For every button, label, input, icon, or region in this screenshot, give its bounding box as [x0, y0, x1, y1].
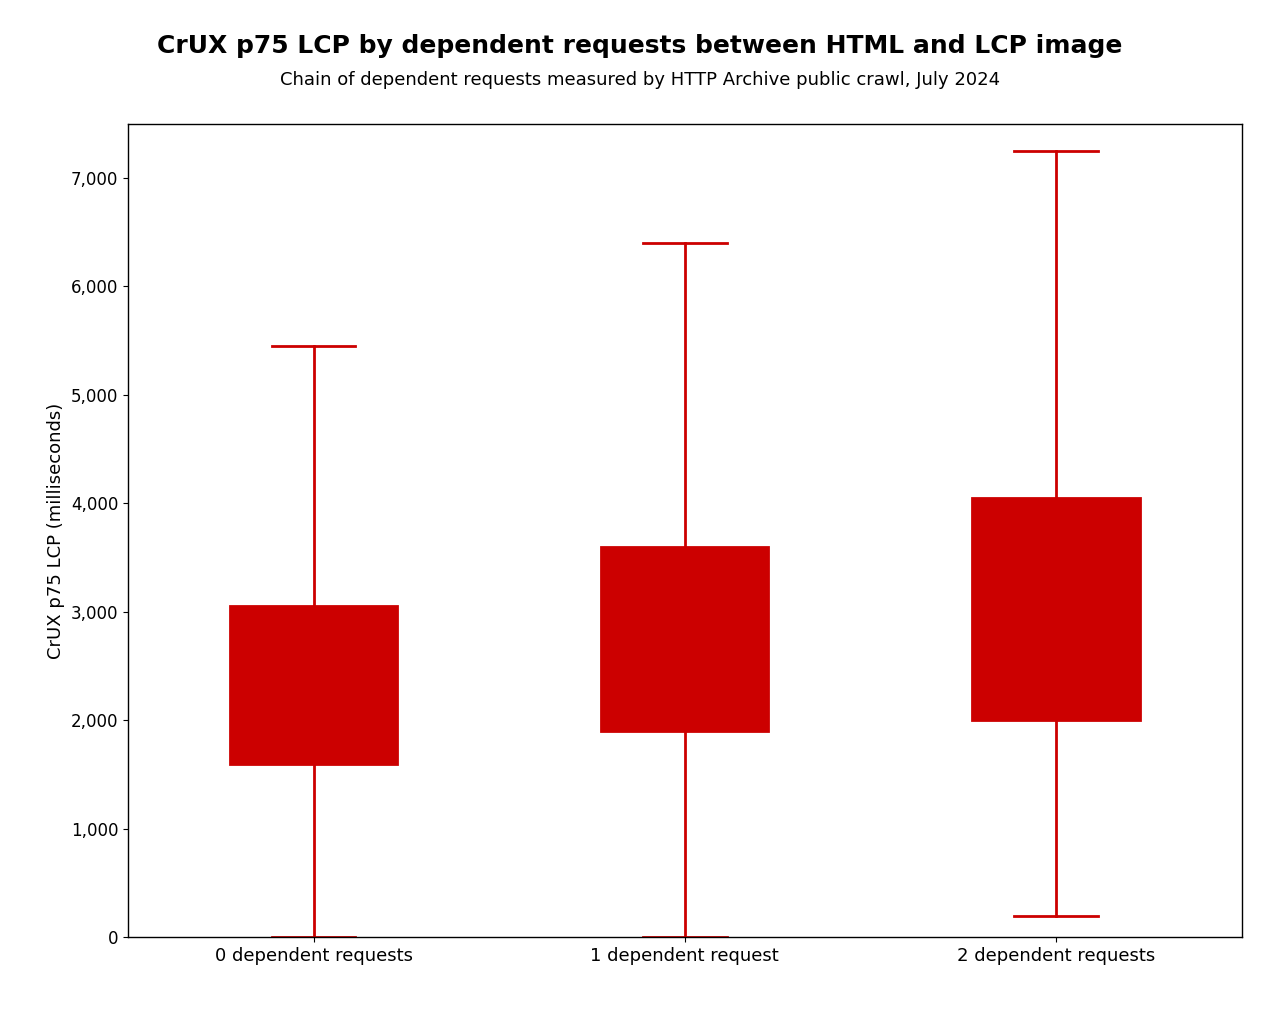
PathPatch shape	[230, 607, 397, 763]
Text: CrUX p75 LCP by dependent requests between HTML and LCP image: CrUX p75 LCP by dependent requests betwe…	[157, 34, 1123, 59]
PathPatch shape	[973, 497, 1139, 720]
Y-axis label: CrUX p75 LCP (milliseconds): CrUX p75 LCP (milliseconds)	[47, 403, 65, 658]
Text: Chain of dependent requests measured by HTTP Archive public crawl, July 2024: Chain of dependent requests measured by …	[280, 71, 1000, 90]
PathPatch shape	[602, 547, 768, 731]
